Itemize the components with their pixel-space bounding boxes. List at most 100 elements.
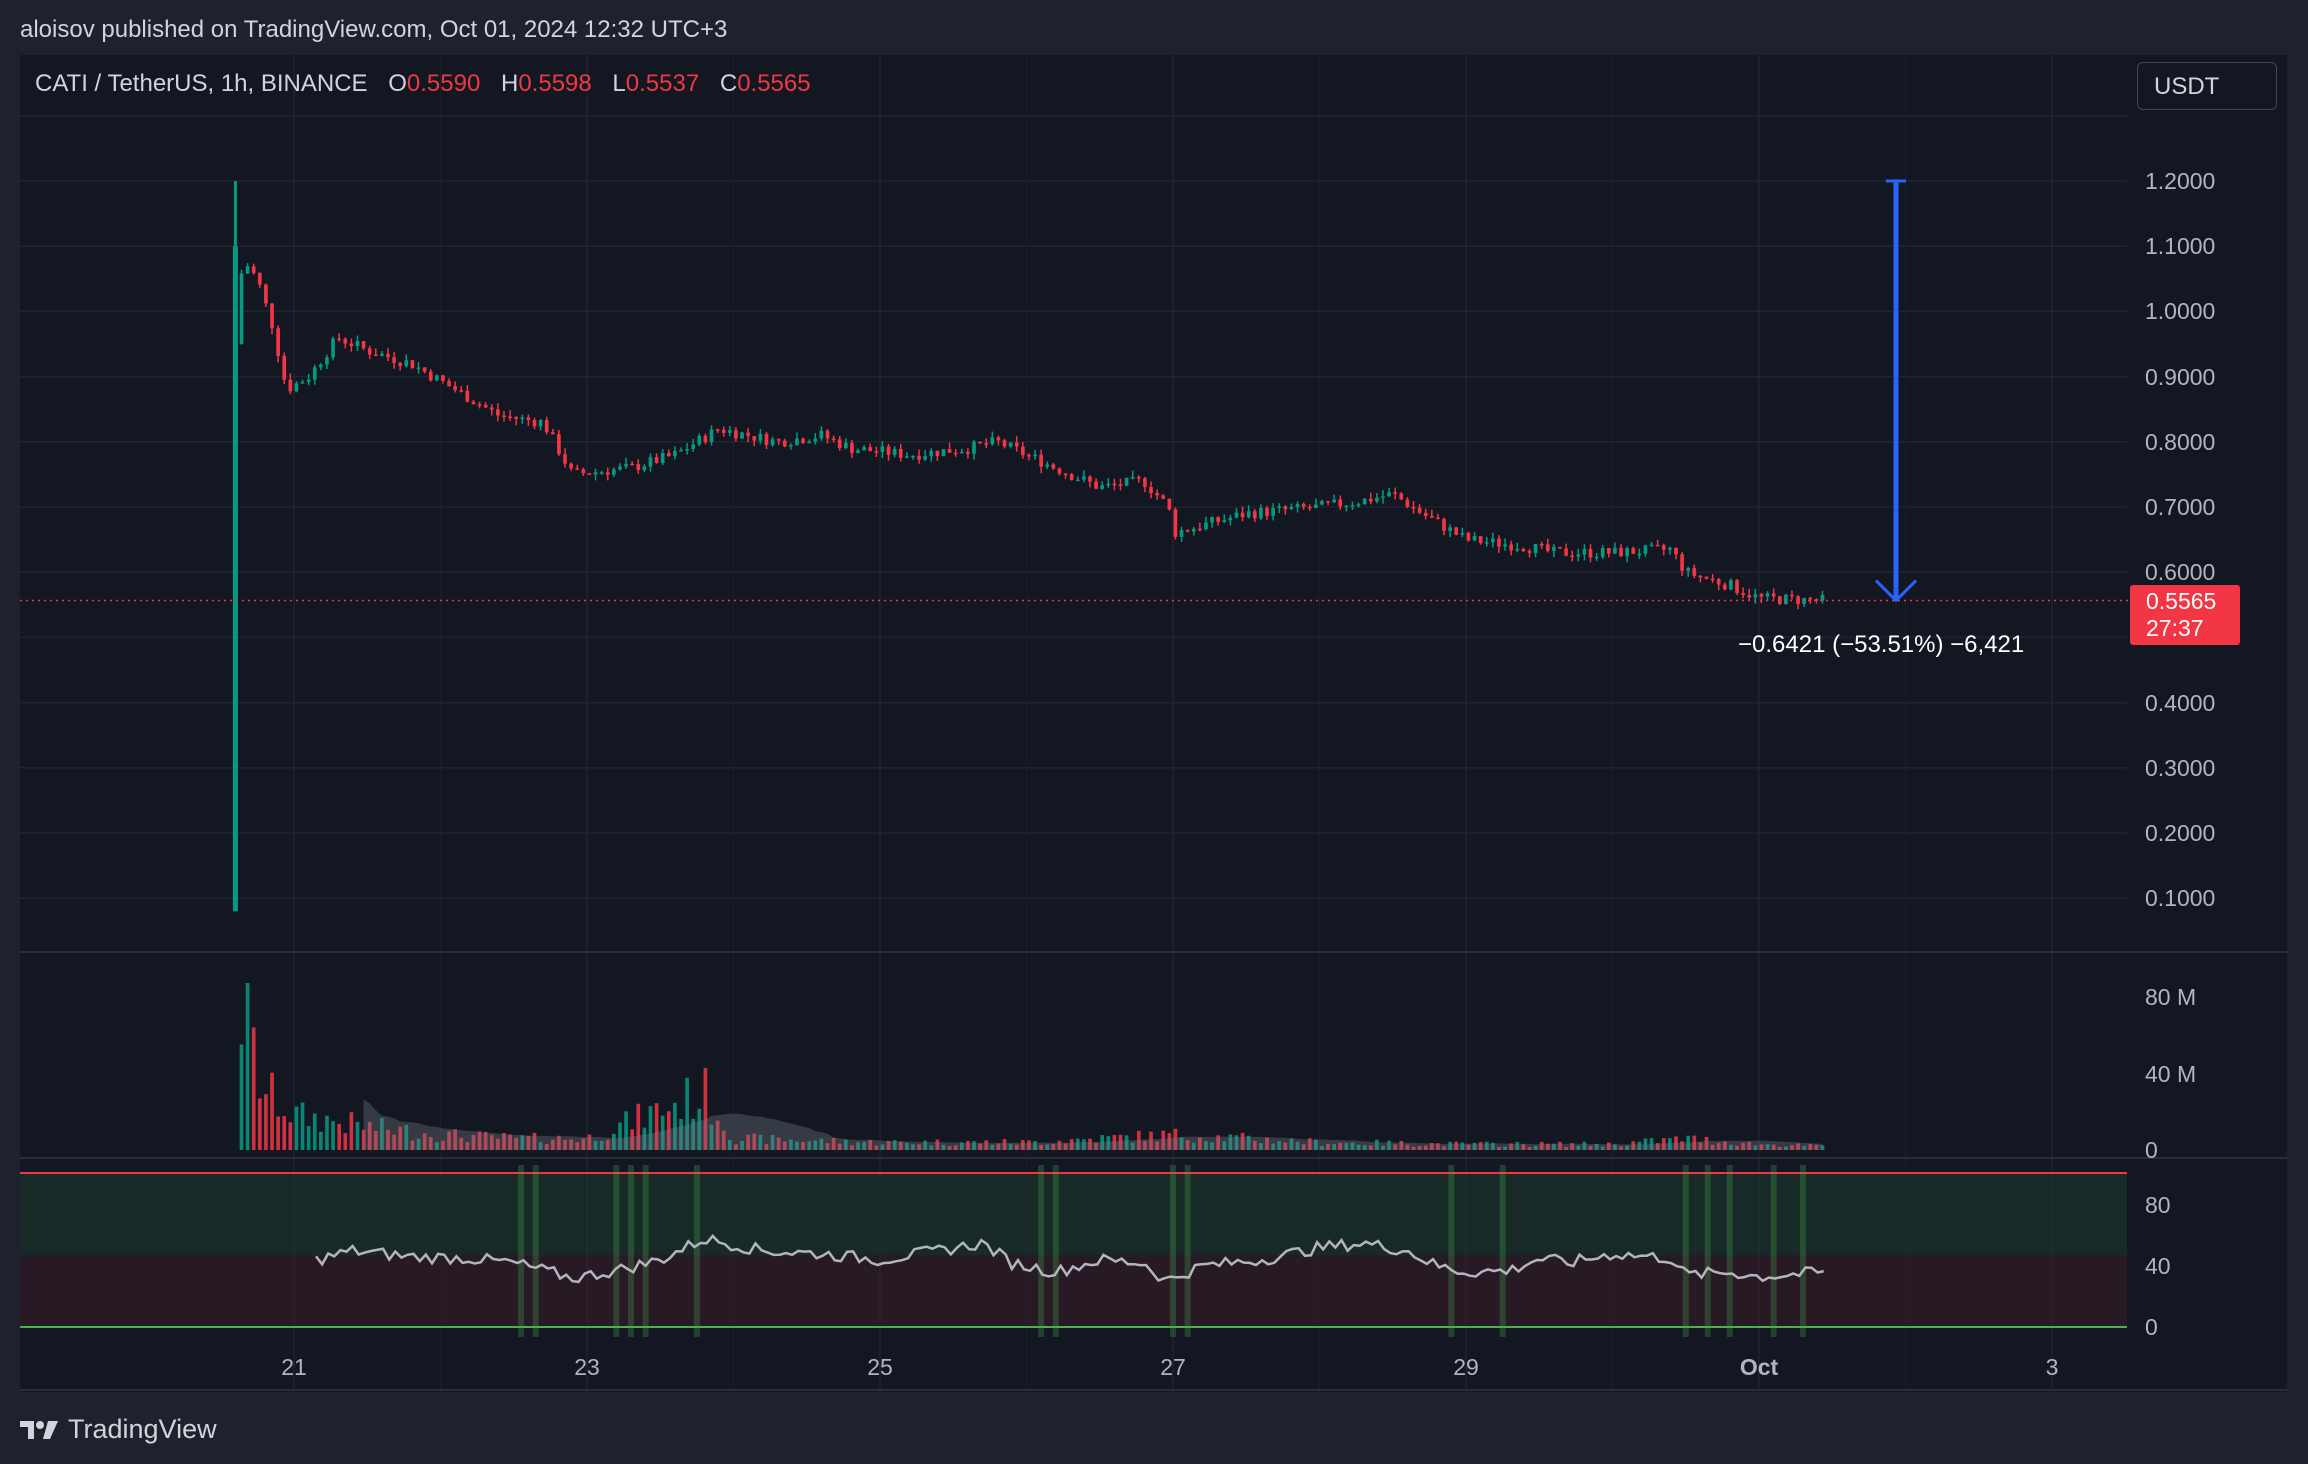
volume-bar [1527,1147,1532,1150]
footer-brand[interactable]: TradingView [20,1414,217,1445]
rsi-tick-label: 40 [2145,1253,2171,1279]
volume-bar [270,1072,274,1150]
candle-body [245,266,250,274]
chart-pane-background [20,55,2287,1392]
volume-bar [734,1144,738,1150]
volume-bar [1497,1147,1501,1150]
candle-body [1558,546,1562,549]
volume-bar [880,1144,885,1150]
close-label: C [719,70,738,97]
volume-bar [343,1133,348,1150]
candle-body [1088,476,1092,482]
volume-bar [1674,1136,1678,1150]
volume-bar [1112,1135,1117,1150]
volume-bar [337,1123,342,1150]
volume-bar [306,1126,311,1150]
volume-bar [1155,1141,1159,1150]
volume-bar [1814,1144,1819,1150]
volume-bar [514,1137,519,1150]
candle-body [367,348,372,355]
volume-bar [825,1143,830,1150]
volume-bar [1088,1138,1092,1150]
volume-bar [1021,1139,1025,1150]
volume-bar [807,1141,812,1150]
candle-body [831,438,836,440]
rsi-highlight [1704,1165,1711,1337]
symbol-legend[interactable]: CATI / TetherUS, 1h, BINANCE O0.5590 H0.… [35,70,825,98]
candle-body [471,401,476,405]
candle-body [1808,597,1813,600]
candle-body [1277,506,1282,508]
volume-bar [1454,1141,1459,1150]
candle-body [1674,547,1678,555]
volume-bar [679,1119,683,1150]
volume-bar [264,1094,268,1150]
currency-button[interactable]: USDT [2137,62,2277,110]
volume-bar [367,1121,372,1150]
volume-bar [1564,1147,1568,1150]
volume-bar [630,1129,635,1150]
volume-bar [1570,1143,1575,1150]
price-tick-label: 0.6000 [2145,559,2216,586]
rsi-pane [315,1234,1824,1284]
volume-bar [239,1044,244,1150]
candle-body [312,367,317,380]
volume-bar [508,1134,512,1150]
candle-body [477,404,482,406]
candle-body [734,430,738,439]
candle-body [1307,506,1312,509]
volume-bar [831,1137,836,1150]
candle-body [1198,528,1202,531]
rsi-upper-band [20,1173,2127,1255]
volume-bar [813,1140,818,1150]
candle-body [288,379,293,392]
volume-bar [1411,1146,1416,1150]
rsi-highlight [532,1165,539,1337]
last-price-badge: 0.5565 27:37 [2130,585,2240,645]
volume-bar [1600,1146,1605,1150]
volume-bar [1094,1142,1098,1150]
volume-bar [1545,1143,1550,1150]
volume-bar [624,1111,628,1150]
publish-header: aloisov published on TradingView.com, Oc… [20,16,728,43]
volume-bar [1619,1146,1623,1150]
candle-body [1136,476,1141,479]
symbol-name[interactable]: CATI / TetherUS, 1h, BINANCE [35,70,368,97]
candle-body [1692,568,1697,576]
rsi-highlight [1038,1165,1045,1337]
candle-body [1228,517,1233,521]
time-tick-label: Oct [1739,1354,1779,1380]
footer-brand-name: TradingView [68,1414,217,1444]
measure-arrow[interactable] [1874,179,1918,603]
candle-body [972,441,976,454]
volume-bar [1106,1136,1111,1150]
candle-body [557,434,561,455]
volume-bar [972,1141,976,1150]
candle-body [1234,512,1239,518]
volume-bar [1484,1141,1489,1150]
candle-body [929,450,934,457]
candle-body [593,472,598,475]
candle-body [1149,486,1153,494]
volume-bar [1771,1144,1776,1150]
candle-body [886,446,891,455]
price-tick-label: 0.9000 [2145,363,2216,390]
candle-body [795,438,799,446]
candle-body [917,455,921,460]
candle-body [1185,530,1190,532]
candle-body [428,371,433,381]
volume-bar [612,1133,616,1150]
volume-bar [1765,1144,1770,1150]
candle-body [1613,547,1617,554]
volume-bar [1240,1132,1245,1150]
tradingview-logo-icon [20,1420,58,1439]
volume-bar [892,1140,897,1150]
volume-bar [1735,1145,1739,1150]
high-label: H [500,70,519,97]
volume-bar [935,1139,940,1150]
rsi-highlight [693,1165,700,1337]
volume-bar [532,1132,537,1150]
volume-bar [1259,1142,1263,1150]
candle-body [1484,542,1489,544]
